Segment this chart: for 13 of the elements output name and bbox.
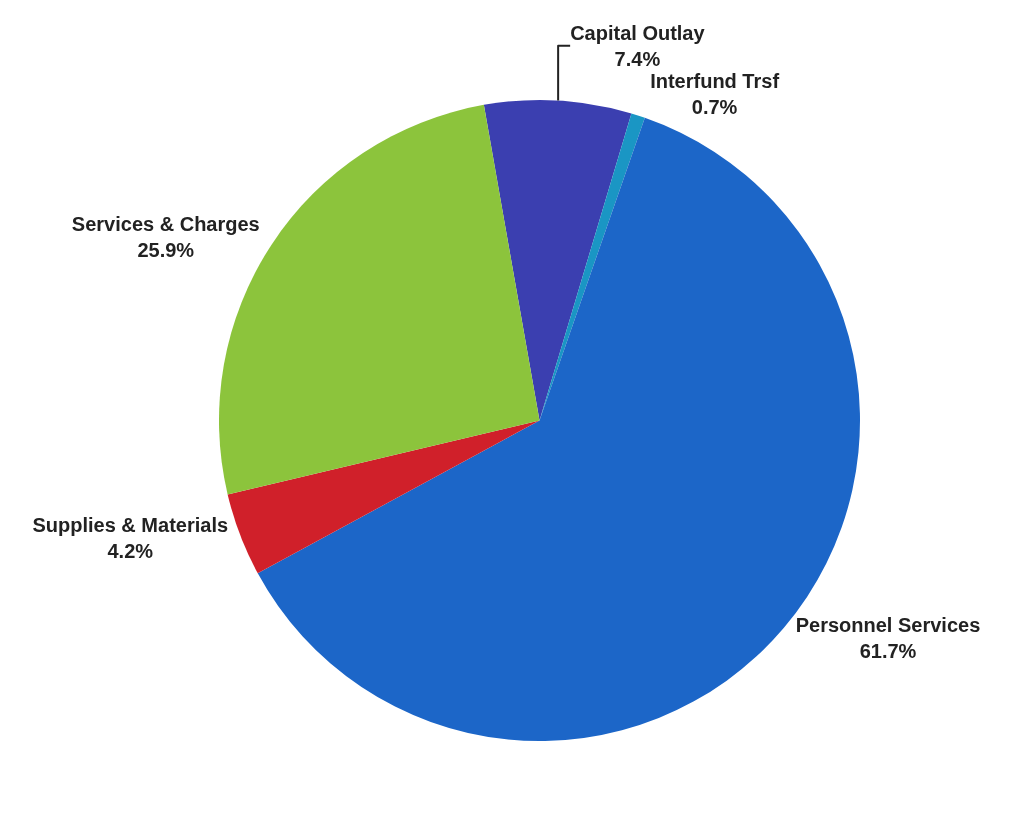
slice-label: Supplies & Materials (32, 513, 229, 536)
data-label: 0.7% (691, 95, 738, 118)
slice-label: Capital Outlay (570, 21, 706, 44)
pie-slice (227, 420, 540, 574)
data-label: 4.2% (107, 539, 154, 562)
slice-label: Personnel Services (795, 614, 981, 637)
data-label: 7.4% (614, 47, 661, 70)
slice-label: Services & Charges (71, 213, 260, 236)
pie-slice (539, 113, 645, 421)
slice-label: Interfund Trsf (650, 69, 780, 92)
data-label: 61.7% (859, 640, 917, 663)
pie-slice (483, 100, 632, 421)
data-label: 25.9% (137, 239, 195, 262)
